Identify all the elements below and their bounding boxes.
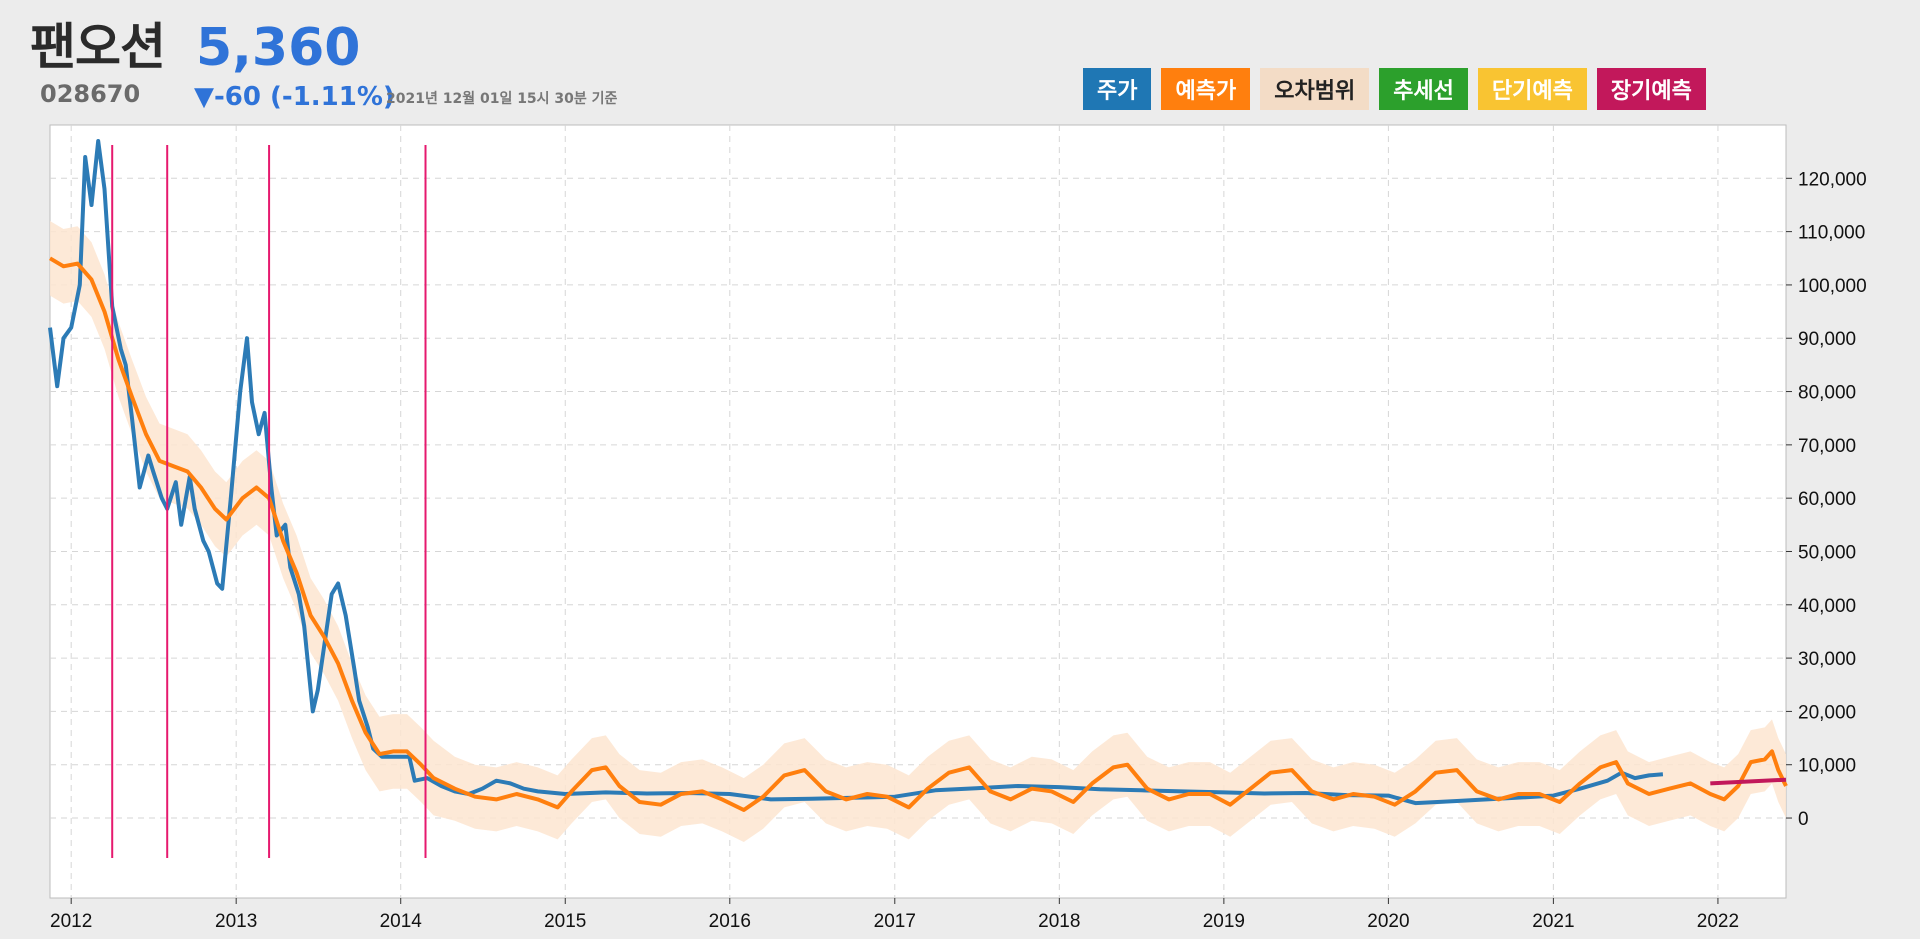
y-tick-label: 50,000 — [1798, 542, 1856, 563]
y-tick-label: 70,000 — [1798, 436, 1856, 457]
x-tick-label: 2021 — [1532, 911, 1574, 932]
x-tick-label: 2015 — [544, 911, 586, 932]
y-tick-label: 60,000 — [1798, 489, 1856, 510]
y-tick-label: 90,000 — [1798, 329, 1856, 350]
legend-short-term-button[interactable]: 단기예측 — [1477, 68, 1587, 110]
x-tick-label: 2020 — [1367, 911, 1409, 932]
y-tick-label: 120,000 — [1798, 169, 1867, 190]
header: 팬오션 5,360 028670 ▼-60 (-1.11%) 2021년 12월… — [0, 0, 1920, 122]
prediction-line — [48, 256, 1788, 812]
x-tick-label: 2016 — [709, 911, 751, 932]
price-line — [48, 139, 1664, 806]
legend: 주가 예측가 오차범위 추세선 단기예측 장기예측 — [1083, 68, 1706, 110]
stock-name: 팬오션 — [30, 18, 166, 76]
legend-error-band-button[interactable]: 오차범위 — [1260, 68, 1370, 110]
long-term-line — [1710, 777, 1787, 786]
y-tick-label: 110,000 — [1798, 223, 1865, 244]
x-tick-label: 2019 — [1203, 911, 1245, 932]
y-tick-label: 80,000 — [1798, 383, 1856, 404]
x-tick-label: 2014 — [380, 911, 423, 932]
current-price: 5,360 — [196, 18, 361, 78]
legend-prediction-button[interactable]: 예측가 — [1161, 68, 1251, 110]
y-tick-label: 20,000 — [1798, 702, 1856, 723]
legend-trend-button[interactable]: 추세선 — [1379, 68, 1468, 110]
y-tick-label: 40,000 — [1798, 596, 1856, 617]
x-tick-label: 2013 — [215, 911, 257, 932]
stock-code: 028670 — [40, 80, 141, 108]
y-tick-label: 10,000 — [1798, 756, 1856, 777]
x-tick-label: 2017 — [874, 911, 916, 932]
price-change: ▼-60 (-1.11%) — [194, 82, 395, 112]
y-tick-label: 100,000 — [1798, 276, 1867, 297]
x-tick-label: 2018 — [1038, 911, 1080, 932]
x-tick-label: 2012 — [50, 911, 92, 932]
legend-price-button[interactable]: 주가 — [1083, 68, 1152, 110]
y-tick-label: 30,000 — [1798, 649, 1856, 670]
x-tick-label: 2022 — [1697, 911, 1739, 932]
legend-long-term-button[interactable]: 장기예측 — [1596, 68, 1706, 110]
y-tick-label: 0 — [1798, 809, 1809, 830]
timestamp: 2021년 12월 01일 15시 30분 기준 — [386, 91, 618, 107]
